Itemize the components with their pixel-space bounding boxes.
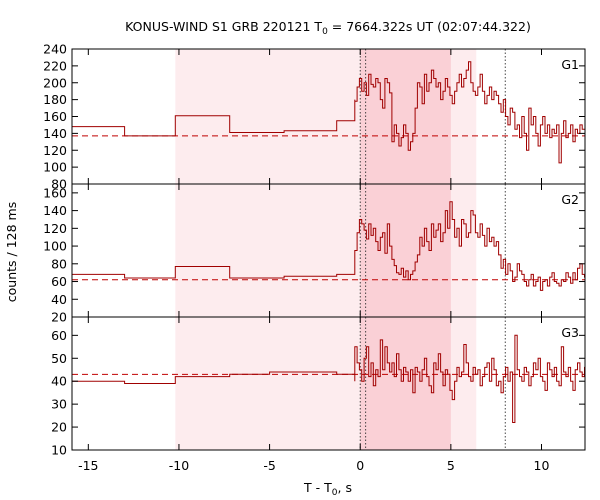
x-tick-label: 10: [534, 458, 550, 473]
x-axis-label: T - T0, s: [303, 480, 352, 498]
panel-g3: 10 20 30 40 50 60 G3: [51, 316, 586, 458]
shade-dark-interval: [360, 184, 451, 317]
y-tick-label: 40: [51, 374, 67, 389]
panel-g2: 20 40 60 80 100 120 140 160 G2: [43, 183, 586, 325]
y-tick-label: 60: [51, 328, 67, 343]
y-tick-label: 60: [51, 274, 67, 289]
y-tick-label: 140: [43, 126, 67, 141]
y-tick-label: 120: [43, 221, 67, 236]
panel-label-g3: G3: [561, 325, 579, 340]
light-curve-series: [72, 201, 585, 291]
y-tick-label: 160: [43, 185, 67, 200]
y-tick-label: 140: [43, 203, 67, 218]
y-tick-label: 240: [43, 42, 67, 57]
light-curve-series: [72, 61, 585, 164]
y-tick-label: 120: [43, 143, 67, 158]
chart-title: KONUS-WIND S1 GRB 220121 T0 = 7664.322s …: [125, 19, 531, 37]
y-tick-label: 220: [43, 58, 67, 73]
y-tick-label: 80: [51, 256, 67, 271]
y-tick-label: 180: [43, 92, 67, 107]
x-tick-label: -15: [78, 458, 98, 473]
light-curve-series: [72, 334, 585, 423]
y-tick-label: 160: [43, 109, 67, 124]
y-tick-label: 100: [43, 239, 67, 254]
shade-dark-interval: [360, 317, 451, 450]
y-tick-label: 100: [43, 160, 67, 175]
panel-frame: [71, 316, 586, 451]
x-tick-label: -5: [263, 458, 275, 473]
panels: 80100120140160180200220240G1204060801001…: [43, 42, 586, 473]
y-tick-label: 20: [51, 310, 67, 325]
y-tick-label: 30: [51, 397, 67, 412]
y-tick-label: 50: [51, 351, 67, 366]
x-tick-label: 5: [447, 458, 455, 473]
x-tick-label: 0: [356, 458, 364, 473]
y-axis-label: counts / 128 ms: [4, 202, 19, 302]
y-tick-label: 40: [51, 292, 67, 307]
y-tick-label: 20: [51, 420, 67, 435]
y-tick-label: 80: [51, 177, 67, 192]
shade-dark-interval: [360, 49, 451, 184]
y-tick-label: 10: [51, 443, 67, 458]
x-tick-label: -10: [169, 458, 189, 473]
panel-label-g2: G2: [561, 192, 579, 207]
y-tick-label: 200: [43, 75, 67, 90]
panel-label-g1: G1: [561, 57, 579, 72]
